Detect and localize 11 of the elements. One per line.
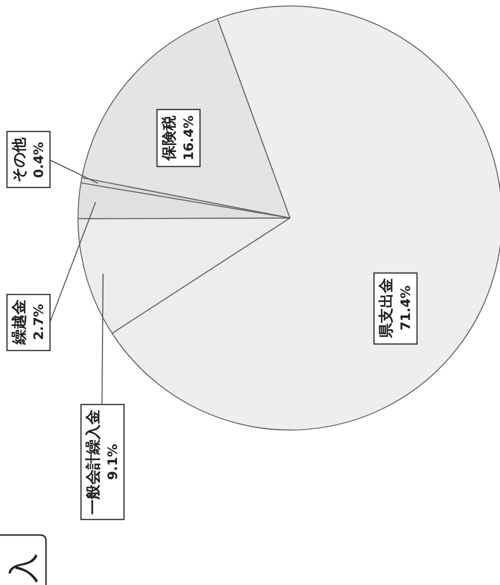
title: 入 bbox=[6, 553, 42, 583]
slice-label: 繰越金 bbox=[10, 300, 28, 346]
slice-label: 県支出金 bbox=[377, 278, 395, 339]
data-label: 9.1% bbox=[106, 444, 121, 480]
data-label: 2.7% bbox=[32, 304, 47, 340]
slice-label: その他 bbox=[10, 136, 28, 182]
slice-label: 保険税 bbox=[160, 114, 178, 162]
data-label: 71.4% bbox=[399, 285, 414, 331]
data-label: 0.4% bbox=[32, 142, 47, 178]
data-label: 16.4% bbox=[182, 115, 197, 161]
slice-label: 一般会計繰入金 bbox=[84, 410, 102, 514]
